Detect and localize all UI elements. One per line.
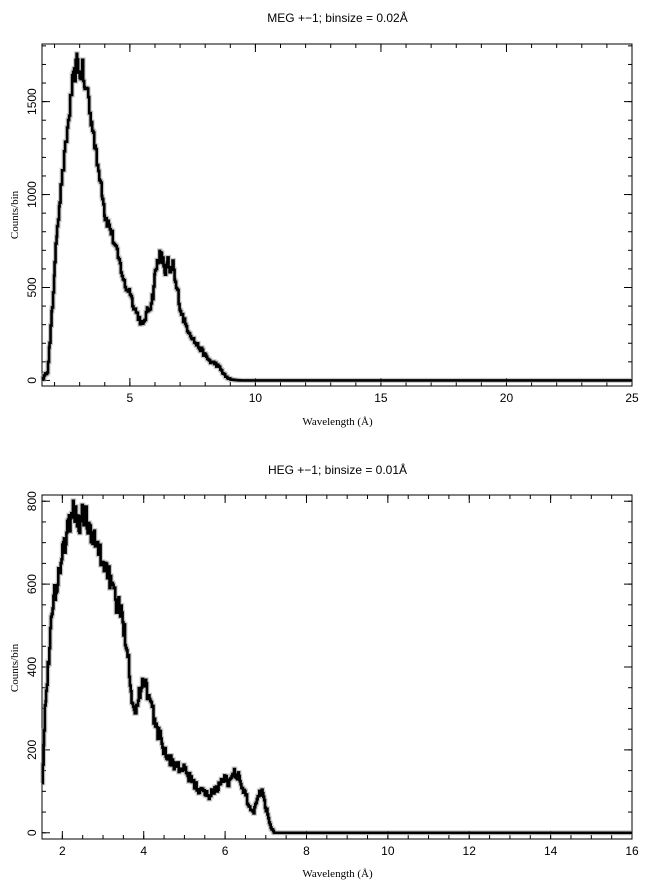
meg-xtick-label: 20 <box>500 391 514 405</box>
heg-ytick-label: 600 <box>25 574 39 594</box>
heg-ytick-label: 0 <box>25 829 39 836</box>
meg-series-line <box>41 52 632 382</box>
heg-xtick-label: 16 <box>625 844 639 858</box>
meg-ytick-label: 1000 <box>25 181 39 208</box>
meg-error-band <box>40 51 632 383</box>
heg-xtick-label: 8 <box>303 844 310 858</box>
heg-x-axis-label: Wavelength (Å) <box>302 868 373 880</box>
heg-xtick-label: 12 <box>463 844 477 858</box>
heg-y-axis-label: Counts/bin <box>9 643 21 692</box>
meg-series <box>41 52 632 382</box>
heg-series-error-band <box>40 498 632 836</box>
meg-xtick-label: 25 <box>625 391 639 405</box>
heg-panel: HEG +−1; binsize = 0.01Å 2 4 6 8 10 12 14 16 0 20… <box>9 462 639 880</box>
heg-error-band <box>40 498 632 836</box>
meg-ytick-label: 0 <box>25 377 39 384</box>
heg-ytick-label: 800 <box>25 491 39 511</box>
meg-plot-frame <box>41 43 633 387</box>
heg-ytick-label: 400 <box>25 657 39 677</box>
heg-chart-title: HEG +−1; binsize = 0.01Å <box>268 462 407 477</box>
meg-xtick-label: 5 <box>127 391 134 405</box>
meg-panel: MEG +−1; binsize = 0.02Å 5 10 15 20 25 0 500 10… <box>9 10 639 428</box>
heg-xtick-label: 2 <box>59 844 66 858</box>
meg-chart-title: MEG +−1; binsize = 0.02Å <box>267 10 407 25</box>
heg-series-line <box>41 499 632 835</box>
heg-xtick-label: 10 <box>381 844 395 858</box>
meg-series-error-band <box>40 51 632 383</box>
meg-xtick-label: 10 <box>249 391 263 405</box>
heg-series <box>41 499 632 835</box>
meg-ytick-label: 500 <box>25 277 39 297</box>
meg-ytick-label: 1500 <box>25 88 39 115</box>
meg-xtick-label: 15 <box>374 391 388 405</box>
heg-axis-ticks: 2 4 6 8 10 12 14 16 0 200 400 600 800 <box>25 491 639 858</box>
meg-y-axis-label: Counts/bin <box>9 190 21 239</box>
meg-x-axis-label: Wavelength (Å) <box>302 416 373 428</box>
meg-axis-ticks: 5 10 15 20 25 0 500 1000 1500 <box>25 44 639 405</box>
heg-xtick-label: 14 <box>544 844 558 858</box>
heg-xtick-label: 6 <box>222 844 229 858</box>
heg-ytick-label: 200 <box>25 740 39 760</box>
heg-xtick-label: 4 <box>140 844 147 858</box>
